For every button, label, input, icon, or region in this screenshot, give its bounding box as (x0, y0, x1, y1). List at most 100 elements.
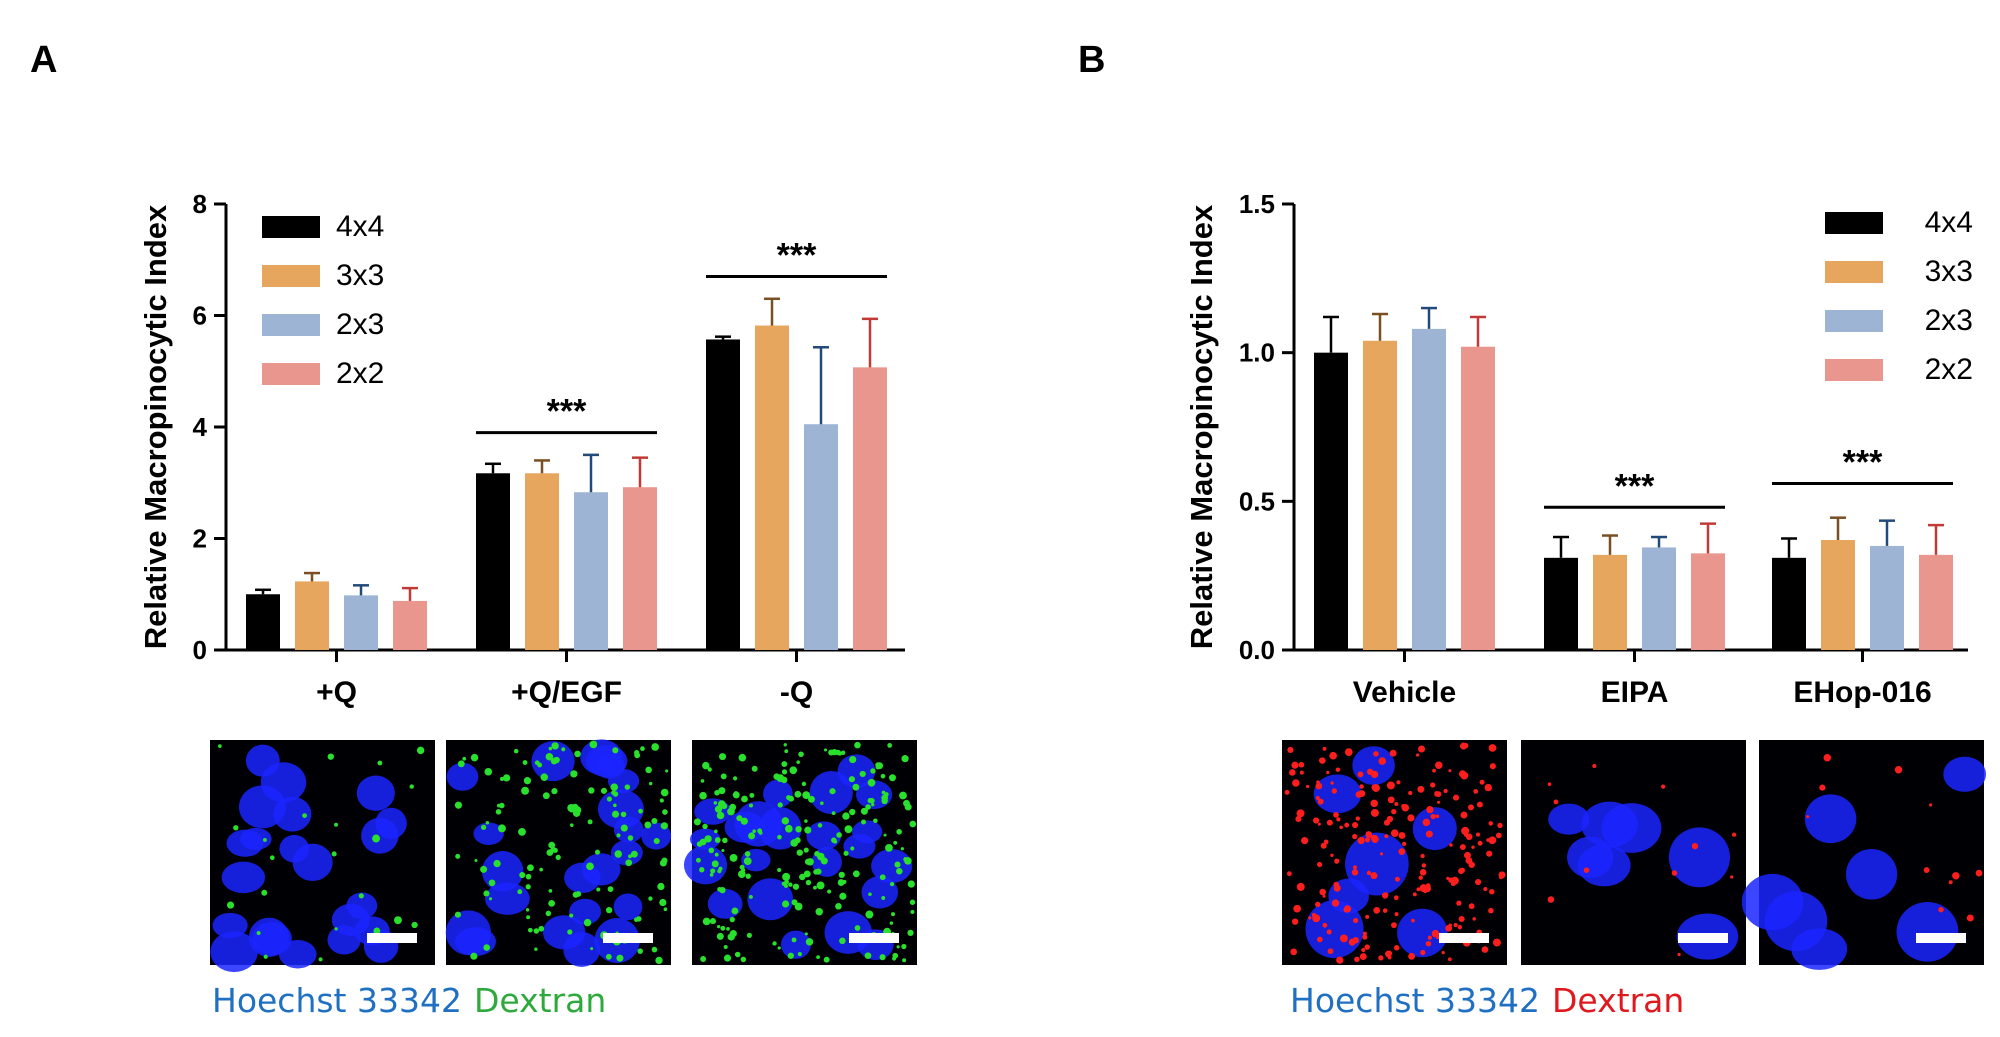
dextran-puncta (1378, 955, 1384, 961)
nucleus (245, 744, 280, 777)
dextran-puncta (781, 900, 790, 908)
dextran-puncta (1430, 813, 1436, 820)
dextran-puncta (488, 897, 493, 901)
dextran-puncta (699, 867, 705, 873)
dextran-puncta (714, 829, 718, 834)
dextran-puncta (839, 937, 846, 945)
dextran-puncta (1468, 804, 1474, 811)
scale-bar (1916, 933, 1966, 943)
dextran-puncta (480, 865, 488, 873)
dextran-puncta (716, 811, 725, 820)
nucleus (212, 912, 248, 939)
dextran-puncta (813, 885, 817, 890)
dextran-puncta (517, 889, 523, 895)
dextran-puncta (842, 879, 847, 884)
dextran-puncta (827, 889, 832, 894)
dextran-puncta (613, 803, 617, 808)
dextran-puncta (657, 882, 665, 891)
dextran-puncta (1399, 832, 1403, 836)
dextran-puncta (732, 791, 740, 799)
micrograph (1282, 740, 1507, 965)
dextran-puncta (1448, 923, 1452, 927)
dextran-puncta (803, 847, 809, 853)
dextran-puncta (889, 774, 896, 782)
bar (295, 581, 329, 650)
dextran-puncta (707, 767, 712, 772)
dextran-puncta (1292, 779, 1300, 787)
dextran-puncta (1358, 790, 1366, 798)
dextran-puncta (720, 925, 726, 931)
dextran-puncta (373, 927, 381, 935)
dextran-puncta (803, 870, 811, 878)
dextran-puncta (611, 810, 620, 818)
dextran-puncta (752, 829, 756, 834)
bar (804, 424, 838, 650)
dextran-puncta (1421, 863, 1427, 868)
dextran-puncta (777, 867, 782, 873)
nucleus (1412, 807, 1457, 851)
dextran-puncta (1415, 753, 1420, 757)
dextran-puncta (1434, 791, 1440, 797)
dextran-puncta (1489, 889, 1495, 895)
nucleus (356, 775, 395, 811)
micrograph (210, 740, 435, 973)
dextran-puncta (892, 952, 899, 959)
dextran-puncta (736, 815, 743, 822)
dextran-puncta (746, 932, 752, 938)
micrograph (683, 740, 917, 965)
dextran-puncta (1435, 761, 1443, 769)
dextran-puncta (786, 795, 792, 801)
dextran-puncta (572, 891, 579, 898)
dextran-puncta (620, 811, 627, 818)
nucleus (780, 930, 811, 959)
bar (1412, 328, 1446, 650)
nucleus (861, 876, 899, 909)
dextran-puncta (660, 822, 668, 830)
bar (1870, 545, 1904, 650)
dextran-puncta (483, 890, 490, 897)
nucleus (221, 861, 266, 894)
nucleus (1577, 844, 1631, 887)
dextran-puncta (1417, 785, 1425, 793)
dextran-puncta (1326, 770, 1330, 775)
nucleus (613, 816, 644, 843)
dextran-puncta (777, 834, 782, 840)
dextran-puncta (1382, 908, 1388, 913)
dextran-puncta (1390, 829, 1399, 838)
dextran-puncta (1499, 875, 1503, 880)
dextran-puncta (1437, 800, 1441, 804)
dextran-puncta (702, 761, 710, 770)
dextran-puncta (743, 857, 752, 866)
dextran-puncta (634, 752, 641, 759)
dextran-puncta (1393, 895, 1399, 901)
nucleus (240, 827, 272, 851)
dextran-puncta (620, 824, 628, 832)
legend-swatch (262, 314, 320, 336)
dextran-puncta (1894, 766, 1903, 774)
dextran-puncta (1322, 894, 1326, 898)
dextran-puncta (781, 769, 788, 775)
dextran-puncta (1396, 780, 1401, 785)
dextran-puncta (693, 818, 701, 826)
dextran-puncta (796, 849, 803, 856)
dextran-puncta (850, 846, 855, 851)
dextran-puncta (1343, 906, 1350, 913)
dextran-puncta (393, 916, 402, 925)
dextran-puncta (783, 883, 789, 888)
dextran-puncta (596, 887, 601, 892)
dextran-puncta (1495, 832, 1502, 839)
bar (525, 473, 559, 650)
dextran-puncta (713, 801, 718, 805)
dextran-puncta (709, 873, 714, 877)
bar (623, 487, 657, 650)
dextran-puncta (659, 898, 667, 907)
dextran-puncta (717, 869, 722, 874)
dextran-puncta (1291, 918, 1299, 925)
dextran-puncta (831, 811, 836, 816)
dextran-puncta (648, 781, 653, 786)
dextran-puncta (885, 843, 893, 852)
nucleus (1791, 928, 1848, 970)
dextran-puncta (1441, 951, 1445, 955)
dextran-puncta (495, 809, 502, 815)
dextran-puncta (1394, 912, 1399, 917)
